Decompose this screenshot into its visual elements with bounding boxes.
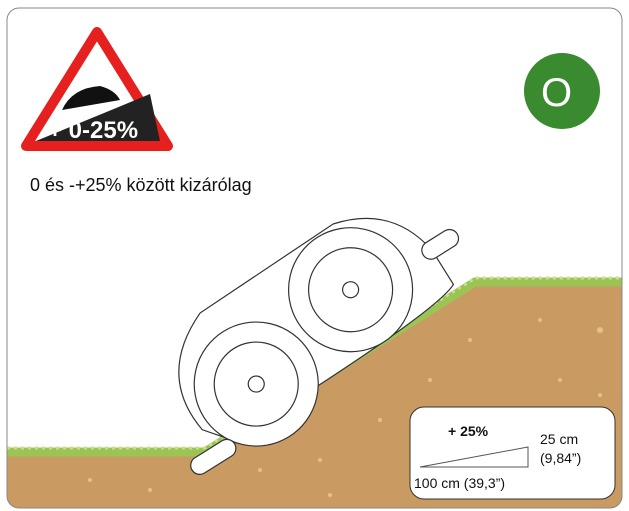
caption: 0 és -+25% között kizárólag [30, 175, 252, 195]
inset-slope: + 25% [448, 423, 489, 439]
inset-rise: 25 cm [540, 431, 578, 447]
inset-rise-inch: (9,84”) [540, 450, 581, 466]
badge-label: O [541, 71, 572, 115]
page: + 25% 25 cm (9,84”) 100 cm (39,3”) + 0-2… [0, 0, 629, 511]
inset-run: 100 cm (39,3”) [414, 475, 505, 491]
sign-label: + 0-25% [48, 117, 138, 144]
illustration: + 25% 25 cm (9,84”) 100 cm (39,3”) + 0-2… [0, 0, 629, 511]
